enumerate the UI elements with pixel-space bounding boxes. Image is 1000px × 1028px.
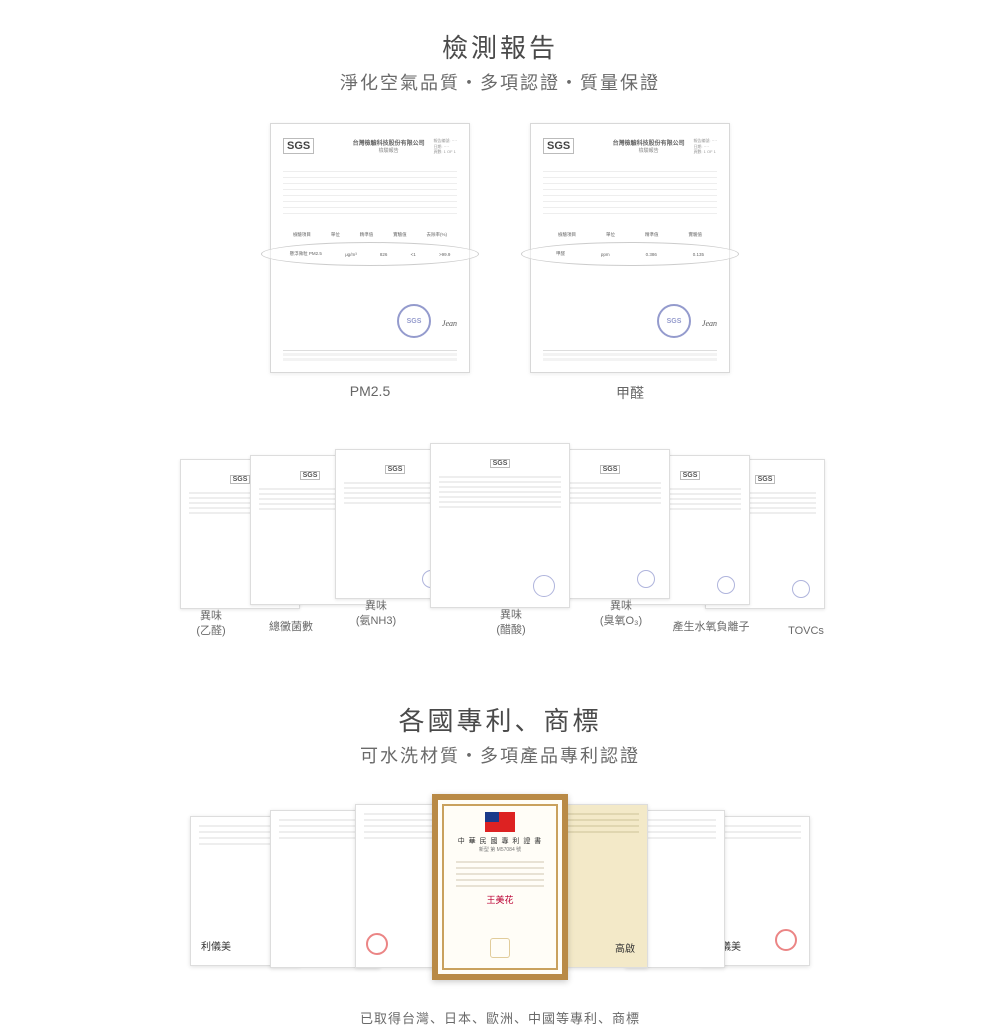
sgs-logo: SGS [385,465,406,474]
stamp-icon [533,575,555,597]
doc-footer [543,350,717,362]
fan-label: TOVCs [776,624,836,638]
sgs-logo: SGS [490,459,511,468]
patent-fan: 利儀美 中 華 民 國 專 利 證 書 新型 第 M57084 號 王美花 高啟 [180,794,820,984]
report-label: 甲醛 [530,383,730,403]
doc-data-header: 檢驗項目 單位 精準值 實驗值 [543,232,717,238]
doc-data-header: 檢驗項目 單位 精準值 實驗值 去除率(%) [283,232,457,238]
center-seal-icon [490,938,510,958]
stamp-icon [717,576,735,594]
signature: 利儀美 [201,938,231,953]
stamp-icon [637,570,655,588]
doc-footer [283,350,457,362]
stamp-icon: SGS [397,304,431,338]
doc-data-row: 懸浮微粒 PM2.5 μg/m³ 826 <1 >99.9 [261,242,479,266]
red-seal-icon [775,929,797,951]
sgs-logo: SGS [283,138,314,154]
section1-subtitle: 淨化空氣品質・多項認證・質量保證 [0,69,1000,95]
signature: 高啟 [615,940,635,955]
report-card-pm25: SGS 台灣檢驗科技股份有限公司 檢驗報告 報告編號: ····日期: ····… [270,123,470,403]
sgs-logo: SGS [600,465,621,474]
fan-label: 總黴菌數 [251,620,331,634]
test-reports-section: 檢測報告 淨化空氣品質・多項認證・質量保證 SGS 台灣檢驗科技股份有限公司 檢… [0,28,1000,613]
patent-footer: 已取得台灣、日本、歐洲、中國等專利、商標 [0,1008,1000,1027]
report-card-formaldehyde: SGS 台灣檢驗科技股份有限公司 檢驗報告 報告編號: ····日期: ····… [530,123,730,403]
sgs-logo: SGS [680,471,701,480]
doc-signature: Jean [442,319,457,328]
patents-section: 各國專利、商標 可水洗材質・多項產品專利認證 利儀美 中 華 民 國 專 利 證… [0,701,1000,1027]
doc-meta: 報告編號: ····日期: ····頁數: 1 OF 1 [433,138,457,155]
sgs-logo: SGS [755,475,776,484]
fan-label: 異味(臭氧O₃) [581,599,661,628]
sgs-logo: SGS [543,138,574,154]
report-label: PM2.5 [270,383,470,399]
stamp-icon [792,580,810,598]
fan-doc-center: SGS 異味(醋酸) [430,443,570,608]
patent-center-cert: 中 華 民 國 專 利 證 書 新型 第 M57084 號 王美花 [432,794,568,980]
section2-title: 各國專利、商標 [0,701,1000,738]
fan-label: 異味(醋酸) [471,608,551,637]
doc-body [543,168,717,214]
top-reports-row: SGS 台灣檢驗科技股份有限公司 檢驗報告 報告編號: ····日期: ····… [0,123,1000,403]
sgs-logo: SGS [230,475,251,484]
stamp-icon: SGS [657,304,691,338]
red-seal-icon [366,933,388,955]
fan-reports: SGS 異味(乙醛) SGS 總黴菌數 SGS 異味(氨NH3) SGS 異味(… [160,443,840,613]
section1-title: 檢測報告 [0,28,1000,65]
fan-label: 異味(乙醛) [181,609,241,638]
sgs-logo: SGS [300,471,321,480]
fan-label: 異味(氨NH3) [336,599,416,628]
doc-body [283,168,457,214]
doc-data-row: 甲醛 ppm 0.386 0.135 [521,242,739,266]
doc-signature: Jean [702,319,717,328]
flag-icon [485,812,515,832]
doc-meta: 報告編號: ····日期: ····頁數: 1 OF 1 [693,138,717,155]
fan-label: 產生水氧負離子 [661,620,761,634]
section2-subtitle: 可水洗材質・多項產品專利認證 [0,742,1000,768]
report-document: SGS 台灣檢驗科技股份有限公司 檢驗報告 報告編號: ····日期: ····… [270,123,470,373]
report-document: SGS 台灣檢驗科技股份有限公司 檢驗報告 報告編號: ····日期: ····… [530,123,730,373]
